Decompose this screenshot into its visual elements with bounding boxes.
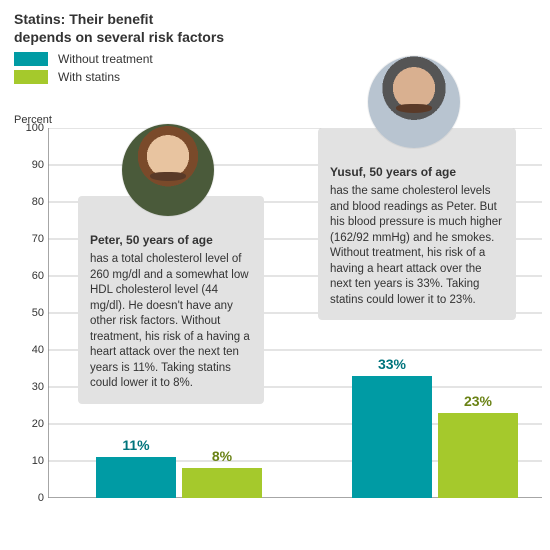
avatar-yusuf: [368, 56, 460, 148]
legend-swatch-without: [14, 52, 48, 66]
bar-label-yusuf-without: 33%: [352, 356, 432, 372]
legend-label-with: With statins: [58, 70, 120, 84]
bar-label-peter-without: 11%: [96, 437, 176, 453]
legend-item-with: With statins: [14, 70, 153, 84]
title-line1: Statins: Their benefit: [14, 11, 153, 27]
callout-yusuf: Yusuf, 50 years of age has the same chol…: [318, 128, 516, 320]
legend-item-without: Without treatment: [14, 52, 153, 66]
ytick-label: 40: [14, 344, 44, 356]
ytick-label: 90: [14, 159, 44, 171]
ytick-label: 80: [14, 196, 44, 208]
callout-peter: Peter, 50 years of age has a total chole…: [78, 196, 264, 404]
bar-yusuf-with: [438, 413, 518, 498]
title-line2: depends on several risk factors: [14, 29, 224, 45]
ytick-label: 10: [14, 455, 44, 467]
callout-peter-text: has a total cholesterol level of 260 mg/…: [90, 252, 252, 392]
ytick-label: 100: [14, 122, 44, 134]
bar-peter-without: [96, 457, 176, 498]
ytick-label: 70: [14, 233, 44, 245]
bar-label-yusuf-with: 23%: [438, 393, 518, 409]
ytick-label: 0: [14, 492, 44, 504]
ytick-label: 30: [14, 381, 44, 393]
avatar-peter: [122, 124, 214, 216]
bar-label-peter-with: 8%: [182, 448, 262, 464]
callout-yusuf-text: has the same cholesterol levels and bloo…: [330, 184, 504, 308]
legend-swatch-with: [14, 70, 48, 84]
ytick-label: 60: [14, 270, 44, 282]
bar-peter-with: [182, 468, 262, 498]
legend: Without treatment With statins: [14, 52, 153, 88]
page-title: Statins: Their benefit depends on severa…: [14, 10, 224, 46]
ytick-label: 50: [14, 307, 44, 319]
legend-label-without: Without treatment: [58, 52, 153, 66]
callout-yusuf-who: Yusuf, 50 years of age: [330, 164, 504, 180]
bar-yusuf-without: [352, 376, 432, 498]
callout-peter-who: Peter, 50 years of age: [90, 232, 252, 248]
ytick-label: 20: [14, 418, 44, 430]
